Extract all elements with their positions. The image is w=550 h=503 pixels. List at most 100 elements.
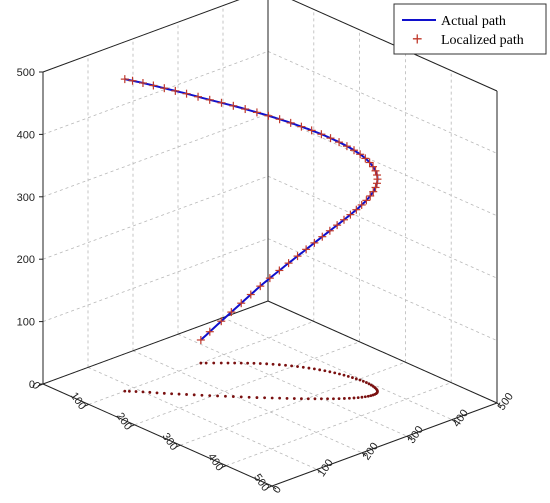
floor-projection-point: [212, 361, 216, 365]
floor-projection-point: [328, 370, 332, 374]
floor-projection-point: [233, 361, 237, 365]
actual-path-line: [124, 78, 379, 341]
y-tick: [451, 419, 457, 424]
floor-projection-point: [231, 395, 235, 398]
floor-projection-point: [177, 392, 181, 396]
left-wall-gridline: [42, 113, 269, 198]
box-edge: [42, 0, 240, 73]
floor-projection-point: [332, 397, 335, 401]
floor-projection-point: [312, 367, 316, 371]
localized-path-marker: [237, 299, 246, 308]
path-layer: [120, 75, 382, 344]
floor-projection-point: [271, 362, 275, 366]
z-tick-label: 200: [17, 254, 35, 266]
floor-projection-point: [300, 397, 303, 401]
localized-path-marker: [297, 122, 306, 131]
localized-path-marker: [366, 191, 375, 200]
x-tick: [37, 383, 44, 387]
localized-path-marker: [256, 282, 265, 291]
left-wall-gridline: [42, 175, 269, 260]
left-wall-gridline: [42, 0, 240, 73]
floor-projection-point: [369, 394, 373, 398]
floor-projection-point: [204, 361, 208, 365]
box-edge: [42, 300, 269, 385]
floor-projection-point: [290, 364, 294, 368]
floor-projection-point: [148, 390, 152, 394]
z-tick-label: 300: [17, 192, 35, 204]
localized-path-marker: [352, 205, 361, 214]
localized-path-marker: [149, 81, 158, 90]
localized-path-marker: [371, 166, 380, 175]
x-tick: [175, 444, 181, 448]
floor-projection-point: [192, 393, 196, 397]
floor-projection-point: [333, 371, 337, 375]
localized-path-marker: [372, 179, 381, 188]
floor-projection-point: [208, 394, 212, 397]
localized-path-marker: [196, 335, 205, 344]
floor-projection-point: [307, 366, 311, 370]
legend-actual-label: Actual path: [441, 14, 506, 29]
localized-path-marker: [182, 89, 191, 98]
floor-projection-point: [265, 362, 269, 366]
floor-projection-point: [239, 395, 243, 399]
localized-path-marker: [252, 108, 261, 117]
axes-layer: [42, 0, 498, 487]
legend-localized-label: Localized path: [441, 33, 524, 48]
localized-path-marker: [318, 232, 327, 241]
left-wall-gridline: [42, 238, 269, 322]
y-tick: [361, 452, 367, 457]
box-edge: [271, 402, 498, 487]
floor-projection-point: [252, 361, 256, 365]
floor-projection-point: [352, 396, 356, 400]
x-tick: [221, 465, 227, 469]
localized-path-marker: [371, 183, 380, 192]
x-tick: [129, 424, 135, 428]
floor-projection-point: [155, 391, 159, 395]
localized-path-marker: [275, 115, 284, 124]
localized-path-marker: [361, 154, 370, 163]
floor-projection-point: [292, 397, 296, 400]
localized-path-marker: [128, 76, 137, 85]
floor-projection-point: [141, 390, 145, 394]
floor-projection-point: [360, 395, 364, 399]
localized-path-marker: [264, 111, 273, 120]
floor-gridline: [180, 361, 406, 446]
floor-projection-point: [364, 381, 368, 384]
localized-path-marker: [362, 196, 371, 205]
floor-projection-point: [127, 389, 131, 393]
y-tick-label: 400: [451, 407, 471, 429]
box-edge: [291, 0, 498, 92]
floor-gridline: [134, 341, 360, 426]
floor-projection-point: [318, 368, 322, 372]
localized-path-marker: [265, 274, 274, 283]
floor-projection-point: [347, 396, 351, 400]
x-tick-label: 100: [68, 390, 88, 412]
localized-path-marker: [356, 150, 365, 159]
floor-projection-point: [306, 397, 310, 401]
floor-projection-point: [342, 397, 346, 400]
localized-path-marker: [284, 259, 293, 268]
localized-path-marker: [339, 215, 348, 224]
floor-projection-point: [313, 397, 317, 401]
localized-path-marker: [368, 162, 377, 171]
localized-path-marker: [246, 290, 255, 299]
localized-path-marker: [335, 138, 344, 147]
floor-gridline: [222, 317, 453, 420]
localized-path-marker: [138, 79, 147, 87]
localized-path-marker: [194, 92, 203, 101]
floor-projection-point: [263, 396, 266, 400]
floor-projection-point: [278, 396, 282, 400]
floor-projection-point: [258, 362, 262, 365]
x-tick-label: 200: [114, 411, 134, 433]
z-tick-label: 0: [29, 379, 35, 391]
floor-projection-point: [369, 383, 373, 387]
y-tick: [316, 468, 322, 473]
floor-projection-point: [323, 369, 327, 373]
back-wall-gridline: [267, 175, 498, 279]
localized-path-marker: [217, 98, 226, 107]
x-tick: [83, 403, 89, 407]
left-wall-gridline: [42, 51, 269, 135]
localized-path-marker: [275, 266, 284, 275]
y-tick-label: 200: [361, 441, 381, 463]
x-tick-label: 500: [251, 472, 271, 494]
